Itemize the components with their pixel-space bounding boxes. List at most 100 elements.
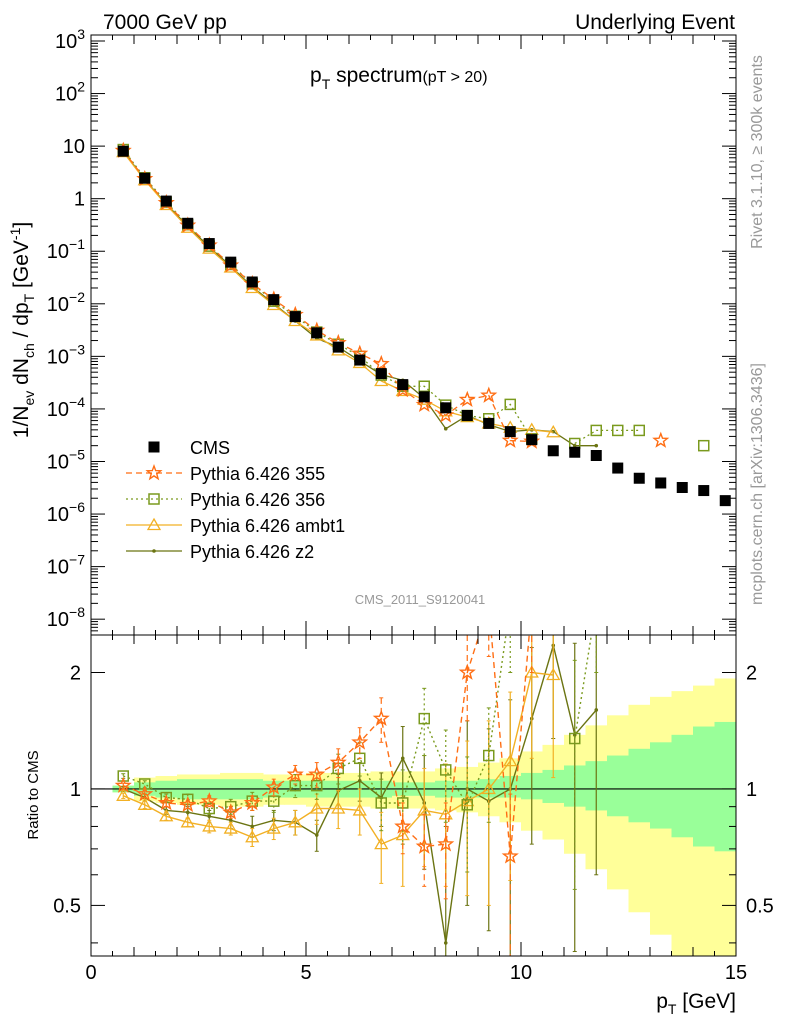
main-point: [418, 391, 430, 403]
legend-marker: [146, 517, 162, 531]
ratio-point: [418, 712, 430, 725]
main-point: [139, 172, 151, 184]
ratio-plot: 0.5 0.5 1 1 2 2 0 5 10 15 Ratio to CMS pT [GeV]: [25, 599, 774, 1017]
main-point: [612, 424, 624, 437]
ratio-point: [228, 818, 233, 823]
ratio-point: [309, 801, 324, 814]
x-tick-label: 5: [300, 962, 311, 984]
cms-uncertainty-bands: [112, 678, 736, 956]
ratio-point: [157, 794, 175, 811]
main-point: [633, 472, 645, 484]
ratio-y-tick-label: 0.5: [53, 895, 81, 917]
main-point: [397, 379, 409, 391]
main-y-tick-label: 1: [74, 189, 85, 211]
main-y-axis: 10310210110−110−210−310−410−510−610−710−…: [47, 26, 736, 636]
main-y-tick-label: 10: [63, 136, 85, 158]
legend-entry: Pythia 6.426 355: [126, 463, 325, 484]
main-point: [572, 443, 577, 448]
main-point: [225, 256, 237, 268]
ratio-point: [200, 792, 218, 809]
ratio-point: [329, 753, 347, 770]
stat-uncertainty-band: [693, 726, 715, 847]
main-point: [461, 409, 473, 421]
main-point: [418, 380, 430, 393]
ratio-point: [266, 821, 281, 834]
ratio-point: [400, 756, 405, 761]
ratio-point: [437, 835, 455, 852]
ratio-point: [546, 667, 561, 681]
main-point: [546, 424, 561, 438]
main-series-layer: [114, 141, 731, 507]
ratio-point: [440, 764, 452, 776]
ratio-series-pythia-6-426-355: [114, 635, 534, 956]
ratio-point: [185, 810, 190, 815]
header-process: Underlying Event: [575, 11, 735, 34]
main-point: [569, 446, 581, 458]
ratio-point: [503, 753, 518, 767]
ratio-point: [250, 824, 255, 829]
ratio-point: [223, 821, 238, 834]
legend-marker: [145, 463, 163, 481]
main-point: [612, 462, 624, 474]
main-y-tick-label: 10−7: [47, 552, 85, 579]
ratio-point: [265, 778, 283, 795]
main-point: [698, 439, 710, 452]
main-point: [354, 354, 366, 366]
main-y-tick-label: 10−2: [47, 289, 85, 316]
main-y-axis-label: 1/Nev dNch / dpT [GeV-1]: [7, 222, 37, 438]
main-y-tick-label: 103: [55, 26, 85, 53]
main-point: [289, 311, 301, 323]
main-point: [504, 398, 516, 411]
main-y-tick-label: 10−4: [47, 394, 85, 421]
main-series-pythia-6-426-355: [114, 141, 670, 449]
main-y-tick-label: 10−3: [47, 341, 85, 368]
ratio-point: [591, 599, 601, 609]
main-point: [698, 485, 710, 497]
ratio-point: [505, 599, 515, 609]
ratio-point: [114, 776, 132, 793]
main-y-tick-label: 10−5: [47, 446, 85, 473]
main-point: [655, 477, 667, 489]
main-point: [268, 294, 280, 306]
ratio-point: [136, 785, 154, 802]
ratio-series-line: [123, 635, 530, 857]
main-series-pythia-6-426-356: [117, 143, 710, 452]
main-series-cms: [117, 145, 731, 507]
ratio-point: [374, 836, 389, 850]
stat-uncertainty-band: [671, 734, 694, 838]
ratio-point: [372, 709, 390, 726]
ratio-point: [207, 814, 212, 819]
ratio-point: [159, 808, 174, 822]
main-point: [594, 443, 599, 448]
ratio-point: [352, 803, 367, 816]
main-y-tick-label: 10−1: [47, 236, 85, 263]
x-axis: 0 5 10 15: [85, 635, 747, 984]
stat-uncertainty-band: [542, 769, 565, 803]
ratio-point: [331, 801, 346, 814]
x-tick-label: 15: [725, 962, 747, 984]
ratio-point: [137, 797, 152, 810]
x-tick-label: 10: [510, 962, 532, 984]
ratio-point: [524, 665, 539, 678]
main-point: [676, 482, 688, 494]
rivet-version-label: Rivet 3.1.10, ≥ 300k events: [749, 55, 766, 249]
main-point: [526, 434, 538, 446]
ratio-point: [245, 829, 260, 843]
main-point: [504, 426, 516, 438]
ratio-point: [501, 847, 519, 864]
main-point: [117, 145, 129, 157]
plot-title: pT spectrum(pT > 20): [310, 64, 488, 92]
x-tick-label: 0: [85, 962, 96, 984]
ratio-point: [179, 795, 197, 813]
ratio-point: [357, 778, 362, 783]
ratio-point: [243, 794, 261, 811]
ratio-y-tick-label-right: 0.5: [746, 895, 774, 917]
legend-label: Pythia 6.426 356: [190, 490, 325, 510]
main-series-line: [574, 429, 640, 445]
legend-entry: Pythia 6.426 z2: [126, 542, 314, 562]
ratio-y-axis-label: Ratio to CMS: [25, 750, 42, 839]
ratio-series-line: [574, 635, 593, 739]
main-y-tick-label: 10−8: [47, 604, 85, 631]
ratio-point: [288, 814, 303, 828]
